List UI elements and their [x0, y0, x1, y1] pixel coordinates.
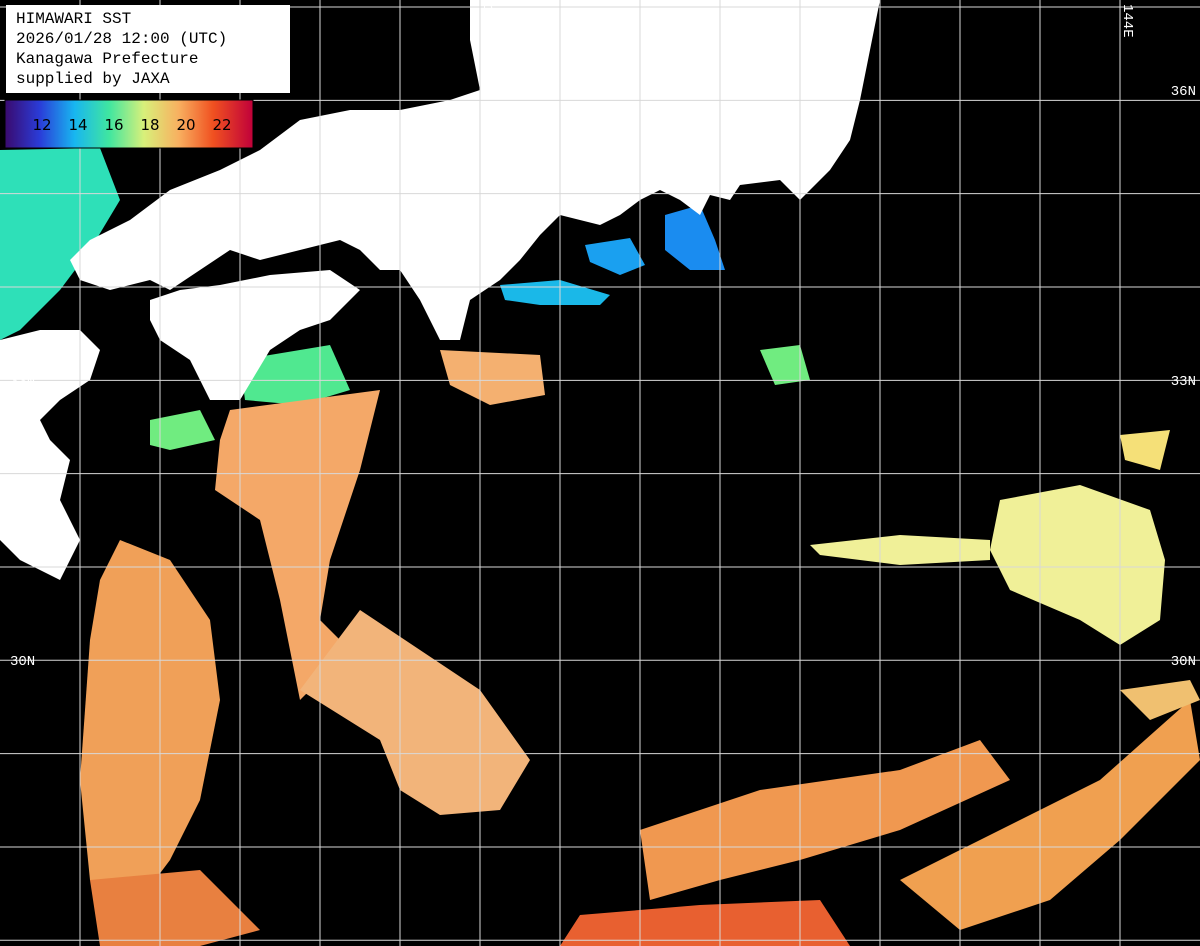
header-line: 2026/01/28 12:00 (UTC) [16, 30, 227, 48]
sst-patch [560, 900, 850, 946]
color-scale-label: 18 [140, 116, 159, 134]
grid-labels: 136E 144E 36N 33N 33N 30N 30N [10, 4, 1196, 670]
header-line: Kanagawa Prefecture [16, 50, 198, 68]
sst-patch [585, 238, 645, 275]
header-line: HIMAWARI SST [16, 10, 131, 28]
sst-patch [900, 700, 1200, 930]
sst-patch [1120, 680, 1200, 720]
color-scale-label: 22 [212, 116, 231, 134]
shikoku [150, 270, 360, 400]
color-scale-label: 14 [68, 116, 87, 134]
sst-patches [0, 148, 1200, 946]
color-scale-label: 16 [104, 116, 123, 134]
lat-label: 33N [10, 374, 35, 390]
sst-patch [150, 410, 215, 450]
kyushu [0, 330, 100, 580]
sst-patch [90, 870, 260, 946]
color-scale-labels: 12 14 16 18 20 22 [32, 116, 231, 134]
sst-patch [440, 350, 545, 405]
lat-label: 30N [1171, 654, 1196, 670]
lon-label: 144E [1119, 4, 1135, 38]
sst-patch [760, 345, 810, 385]
sst-patch [1120, 430, 1170, 470]
lat-label: 33N [1171, 374, 1196, 390]
header-box [6, 5, 290, 93]
sst-patch [640, 740, 1010, 900]
color-scale [4, 99, 254, 149]
color-scale-label: 12 [32, 116, 51, 134]
sst-patch [990, 485, 1165, 645]
lat-label: 36N [1171, 84, 1196, 100]
lon-label: 136E [479, 4, 495, 38]
land [0, 0, 880, 580]
color-scale-label: 20 [176, 116, 195, 134]
sst-patch [80, 540, 220, 900]
lat-label: 30N [10, 654, 35, 670]
sst-patch [500, 280, 610, 305]
header-line: supplied by JAXA [16, 70, 170, 88]
sst-patch [665, 205, 725, 270]
sst-patch [215, 390, 380, 700]
sst-patch [240, 345, 350, 405]
sst-patch [810, 535, 990, 565]
sst-patch [0, 148, 120, 340]
honshu [70, 0, 880, 340]
sst-patch [300, 610, 530, 815]
